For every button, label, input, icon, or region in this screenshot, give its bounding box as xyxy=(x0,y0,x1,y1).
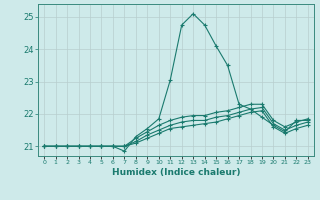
X-axis label: Humidex (Indice chaleur): Humidex (Indice chaleur) xyxy=(112,168,240,177)
